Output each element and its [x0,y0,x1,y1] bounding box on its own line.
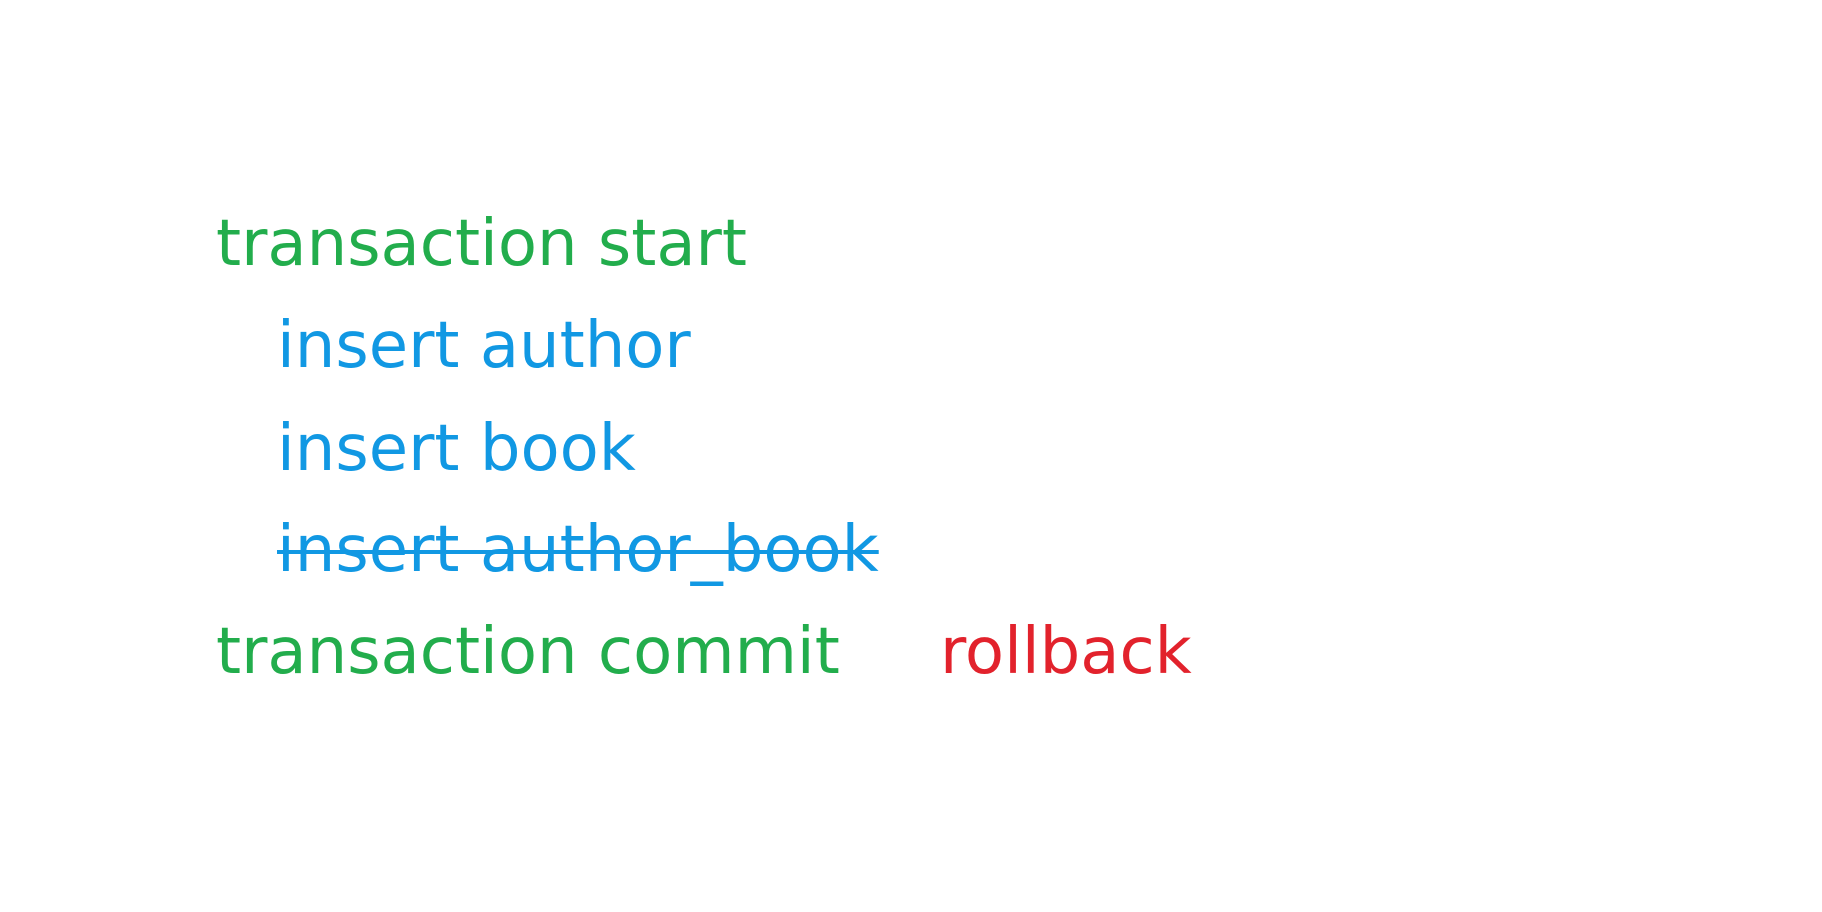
transaction-commit-label: transaction commit [216,615,840,689]
insert-book-label: insert book [277,412,636,486]
rollback-label: rollback [940,615,1192,689]
insert-author-book-label-struck: insert author_book [277,513,879,587]
insert-author-label: insert author [277,309,691,383]
transaction-start-label: transaction start [216,207,747,281]
